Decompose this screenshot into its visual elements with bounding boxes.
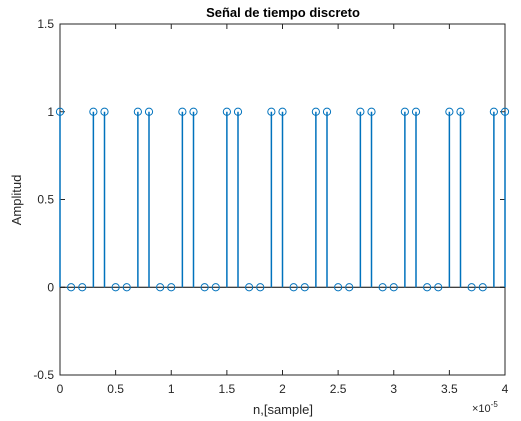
stem-marker <box>445 107 454 116</box>
stem-marker <box>89 107 98 116</box>
x-exponent: ×10-5 <box>472 400 498 415</box>
stem-marker <box>322 107 332 116</box>
stem-marker <box>278 107 287 116</box>
plot-area: 0 0.5 1 1.5 2 2.5 3 3.5 4-0.500.511.5 <box>33 17 510 396</box>
stem-marker <box>211 283 220 292</box>
stem-marker <box>55 107 65 116</box>
x-tick-label: 0 <box>57 382 64 396</box>
stem-marker <box>256 283 265 292</box>
stem-marker <box>300 283 309 292</box>
stem-marker <box>156 283 165 292</box>
y-axis-label: Amplitud <box>9 175 24 226</box>
x-tick-label: 1.5 <box>219 382 236 396</box>
x-exponent-power: -5 <box>491 400 499 409</box>
stem-marker <box>423 283 432 292</box>
stem-marker <box>178 107 187 116</box>
chart-title: Señal de tiempo discreto <box>206 5 360 20</box>
stem-marker <box>478 283 487 292</box>
stem-marker <box>467 283 476 292</box>
stem-marker <box>133 107 142 116</box>
stem-marker <box>389 283 398 292</box>
stem-marker <box>222 107 231 116</box>
stem-marker <box>378 283 387 292</box>
stem-marker <box>356 107 365 116</box>
stem-marker <box>334 283 343 292</box>
x-tick-label: 4 <box>502 382 509 396</box>
y-tick-label: 1 <box>47 105 54 119</box>
y-tick-label: 0.5 <box>37 193 54 207</box>
stem-marker <box>489 107 498 116</box>
stem-marker <box>167 283 176 292</box>
stem-marker <box>189 107 198 116</box>
stem-marker <box>267 107 276 116</box>
x-tick-label: 2 <box>279 382 286 396</box>
stem-marker <box>456 107 465 116</box>
stem-marker <box>345 283 354 292</box>
x-axis-label: n,[sample] <box>253 402 313 417</box>
stem-marker <box>111 283 120 292</box>
stem-marker <box>367 107 376 116</box>
stem-marker <box>200 283 209 292</box>
x-tick-label: 3 <box>390 382 397 396</box>
stem-marker <box>67 283 76 292</box>
x-tick-label: 2.5 <box>330 382 347 396</box>
stem-marker <box>144 107 154 116</box>
stem-marker <box>245 283 254 292</box>
stem-marker <box>100 107 109 116</box>
y-tick-label: 1.5 <box>37 17 54 31</box>
stem-marker <box>233 107 243 116</box>
x-tick-label: 1 <box>168 382 175 396</box>
stem-marker <box>400 107 409 116</box>
stem-marker <box>311 107 320 116</box>
stem-marker <box>289 283 298 292</box>
stem-marker <box>500 107 510 116</box>
stem-marker <box>411 107 421 116</box>
y-tick-label: 0 <box>47 280 54 294</box>
stem-marker <box>122 283 131 292</box>
stem-marker <box>78 283 87 292</box>
x-tick-label: 3.5 <box>441 382 458 396</box>
x-exponent-base: ×10 <box>472 403 491 415</box>
stem-marker <box>434 283 443 292</box>
x-tick-label: 0.5 <box>107 382 124 396</box>
y-tick-label: -0.5 <box>33 368 54 382</box>
